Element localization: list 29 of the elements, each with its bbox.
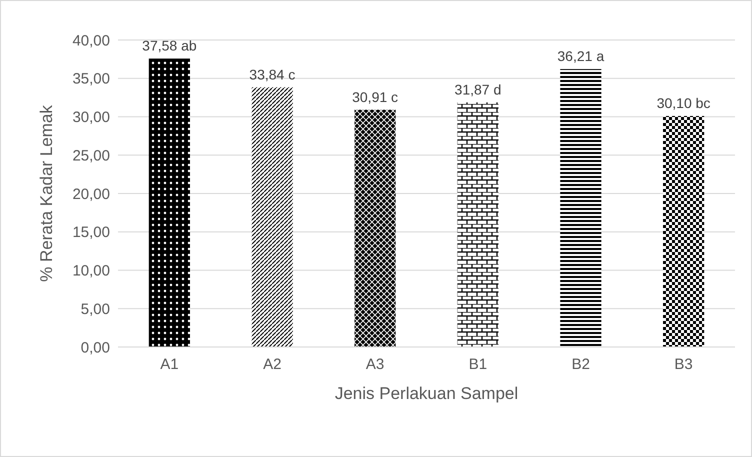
data-label: 36,21 a bbox=[557, 48, 604, 64]
bar bbox=[560, 69, 602, 347]
data-label: 33,84 c bbox=[249, 66, 296, 82]
bar bbox=[148, 58, 190, 347]
y-tick-label: 0,00 bbox=[80, 339, 110, 356]
y-tick-label: 25,00 bbox=[72, 147, 110, 164]
y-tick-label: 15,00 bbox=[72, 224, 110, 242]
y-tick-label: 40,00 bbox=[72, 32, 110, 50]
x-tick-label: B1 bbox=[468, 356, 488, 373]
x-tick-label: A1 bbox=[160, 356, 179, 373]
data-label: 30,91 c bbox=[352, 88, 398, 105]
x-tick-label: A3 bbox=[366, 356, 384, 373]
bar bbox=[252, 87, 293, 347]
y-tick-label: 20,00 bbox=[72, 186, 110, 203]
data-label: 37,58 ab bbox=[142, 38, 197, 54]
y-tick-label: 35,00 bbox=[72, 70, 110, 88]
bar bbox=[457, 102, 498, 347]
data-label: 30,10 bc bbox=[656, 94, 710, 111]
x-tick-label: B2 bbox=[572, 356, 590, 373]
data-label: 31,87 d bbox=[454, 81, 502, 98]
x-tick-label: A2 bbox=[263, 356, 282, 373]
bar bbox=[354, 110, 396, 347]
x-tick-label: B3 bbox=[674, 356, 693, 373]
y-tick-label: 30,00 bbox=[72, 109, 110, 126]
y-tick-label: 10,00 bbox=[72, 262, 110, 280]
x-axis-title: Jenis Perlakuan Sampel bbox=[334, 384, 518, 403]
y-tick-label: 5,00 bbox=[80, 300, 110, 318]
bar bbox=[663, 116, 704, 347]
y-axis-title: % Rerata Kadar Lemak bbox=[37, 104, 56, 282]
